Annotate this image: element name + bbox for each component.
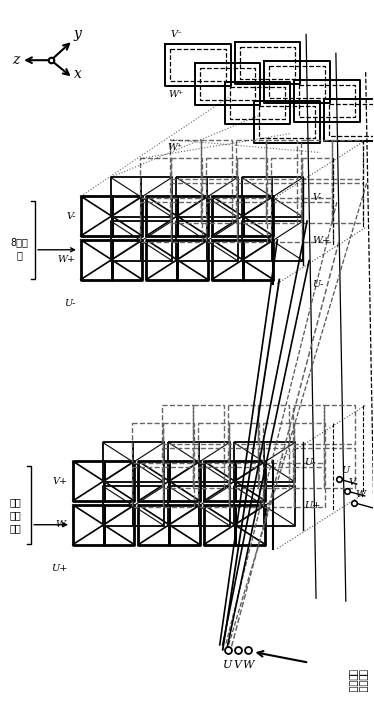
Text: U-: U- [64, 299, 76, 308]
Text: 8字线: 8字线 [10, 237, 28, 247]
Text: U: U [223, 660, 232, 670]
Text: 固定: 固定 [9, 497, 21, 507]
Text: W⁺: W⁺ [168, 90, 183, 99]
Text: y: y [74, 28, 82, 41]
Text: W: W [242, 660, 253, 670]
Text: W-: W- [55, 520, 68, 529]
Text: V+: V+ [53, 476, 68, 486]
Text: x: x [74, 67, 82, 81]
Text: U-: U- [304, 458, 316, 466]
Text: 三相交流: 三相交流 [349, 669, 359, 692]
Text: U+: U+ [52, 564, 68, 573]
Text: U+: U+ [304, 501, 321, 510]
Text: V-: V- [67, 212, 76, 221]
Text: z: z [12, 53, 19, 67]
Text: V-: V- [312, 192, 321, 202]
Text: 电源端面: 电源端面 [359, 669, 369, 692]
Text: W: W [356, 490, 366, 499]
Text: 铁板: 铁板 [9, 523, 21, 532]
Text: W+: W+ [312, 236, 330, 246]
Text: W⁺: W⁺ [167, 143, 182, 151]
Text: V: V [234, 660, 242, 670]
Text: 圈: 圈 [16, 250, 22, 260]
Text: W+: W+ [58, 255, 76, 264]
Text: 导轨: 导轨 [9, 510, 21, 520]
Text: V⁻: V⁻ [170, 31, 182, 39]
Text: U-: U- [312, 280, 324, 289]
Text: V: V [349, 478, 356, 487]
Text: U: U [341, 466, 349, 475]
